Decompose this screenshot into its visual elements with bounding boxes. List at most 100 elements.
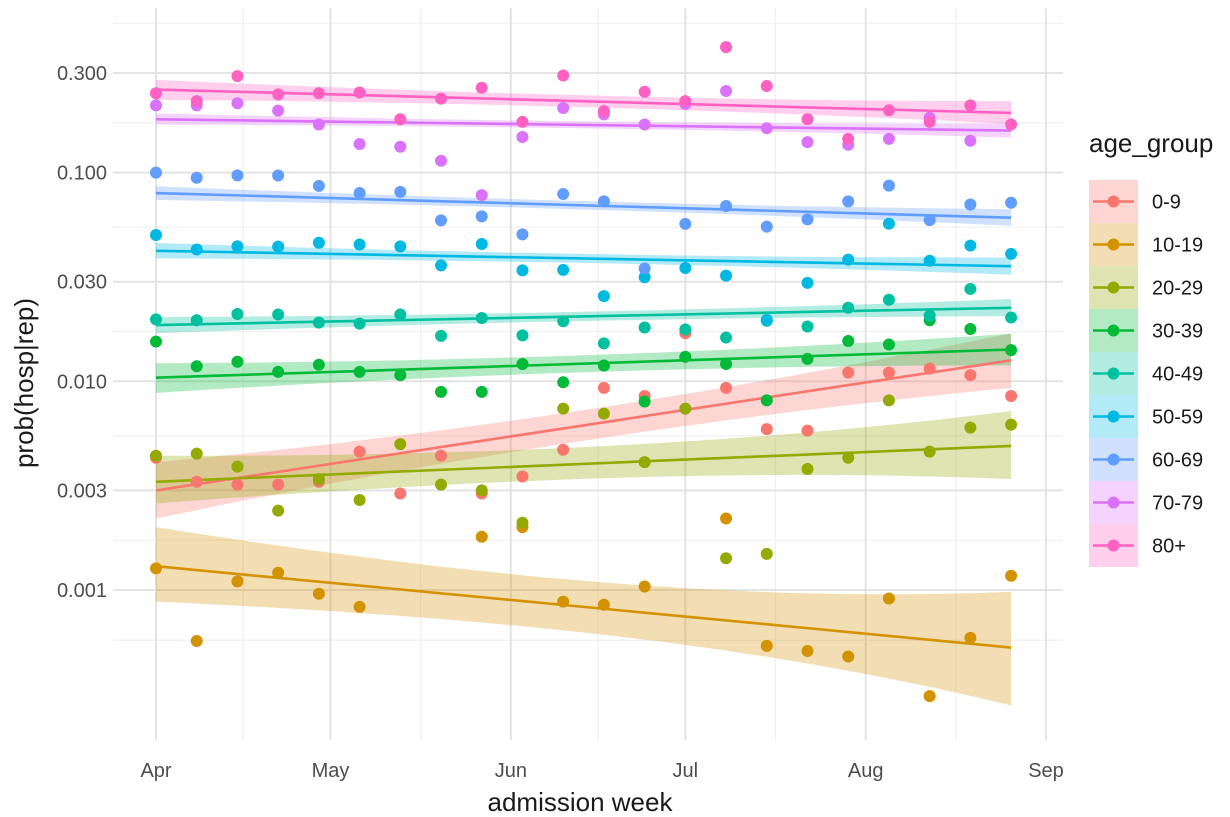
data-point-60-69 xyxy=(882,179,895,192)
data-point-40-49 xyxy=(842,301,855,314)
trend-line-20-29 xyxy=(155,444,1012,484)
data-point-60-69 xyxy=(679,217,692,230)
data-point-50-59 xyxy=(394,240,407,253)
legend-label-10-19: 10-19 xyxy=(1152,235,1203,257)
data-point-20-29 xyxy=(720,552,733,565)
data-point-40-49 xyxy=(150,313,162,326)
data-point-40-49 xyxy=(475,312,488,325)
legend: 0-9 10-19 20-29 30-39 40-49 50-59 60-69 70-79 80… xyxy=(1089,180,1203,567)
data-point-60-69 xyxy=(435,214,448,227)
data-point-80+ xyxy=(964,99,977,112)
y-tick-label: 0.100 xyxy=(57,163,107,185)
data-point-60-69 xyxy=(272,169,285,182)
data-point-40-49 xyxy=(231,308,244,321)
data-point-70-79 xyxy=(557,101,570,114)
data-point-40-49 xyxy=(190,314,203,327)
data-point-30-39 xyxy=(679,350,692,363)
data-point-40-49 xyxy=(679,323,692,336)
trend-line-40-49 xyxy=(155,306,1012,327)
data-point-10-19 xyxy=(964,631,977,644)
legend-label-30-39: 30-39 xyxy=(1152,321,1203,343)
legend-marker-40-49 xyxy=(1107,367,1120,380)
data-point-10-19 xyxy=(760,639,773,652)
data-point-60-69 xyxy=(964,198,977,211)
data-point-30-39 xyxy=(435,385,448,398)
data-point-50-59 xyxy=(597,290,610,303)
data-point-30-39 xyxy=(190,360,203,373)
data-point-30-39 xyxy=(231,355,244,368)
trend-line-60-69 xyxy=(155,191,1012,219)
data-point-70-79 xyxy=(720,84,733,97)
data-point-30-39 xyxy=(964,323,977,336)
data-point-50-59 xyxy=(679,261,692,274)
x-axis-title: admission week xyxy=(488,787,674,817)
confidence-band-10-19 xyxy=(156,527,1012,706)
y-axis-title: prob(hosp|rep) xyxy=(9,298,39,468)
data-point-60-69 xyxy=(190,171,203,184)
data-point-20-29 xyxy=(1005,418,1018,431)
data-point-80+ xyxy=(516,115,529,128)
data-point-30-39 xyxy=(394,369,407,382)
data-point-10-19 xyxy=(190,634,203,647)
data-point-40-49 xyxy=(435,329,448,342)
trend-line-30-39 xyxy=(155,348,1012,380)
trend-line-50-59 xyxy=(155,249,1012,268)
data-point-50-59 xyxy=(190,243,203,256)
data-point-0-9 xyxy=(353,445,366,458)
data-point-70-79 xyxy=(272,104,285,117)
data-point-20-29 xyxy=(475,484,488,497)
data-point-80+ xyxy=(394,113,407,126)
legend-label-70-79: 70-79 xyxy=(1152,493,1203,515)
data-point-0-9 xyxy=(190,475,203,488)
legend-marker-80+ xyxy=(1107,539,1120,552)
data-point-20-29 xyxy=(312,473,325,486)
x-tick-label: Sep xyxy=(1028,760,1064,782)
data-point-80+ xyxy=(923,115,936,128)
data-point-10-19 xyxy=(720,512,733,525)
data-point-20-29 xyxy=(801,462,814,475)
data-point-70-79 xyxy=(353,138,366,151)
data-point-50-59 xyxy=(720,269,733,282)
data-point-20-29 xyxy=(842,451,855,464)
data-point-20-29 xyxy=(435,478,448,491)
data-point-80+ xyxy=(475,81,488,94)
data-point-30-39 xyxy=(516,358,529,371)
data-point-20-29 xyxy=(190,447,203,460)
data-point-10-19 xyxy=(312,587,325,600)
trend-line-80+ xyxy=(155,88,1012,115)
data-point-30-39 xyxy=(882,338,895,351)
data-point-0-9 xyxy=(272,478,285,491)
data-point-10-19 xyxy=(597,598,610,611)
data-point-70-79 xyxy=(964,134,977,147)
data-point-60-69 xyxy=(150,166,162,179)
data-point-0-9 xyxy=(964,369,977,382)
data-point-30-39 xyxy=(842,334,855,347)
data-point-20-29 xyxy=(394,438,407,451)
data-point-20-29 xyxy=(882,394,895,407)
x-tick-label: Jul xyxy=(673,760,699,782)
data-point-80+ xyxy=(760,79,773,92)
data-point-40-49 xyxy=(312,316,325,329)
data-point-80+ xyxy=(597,105,610,118)
trend-line-0-9 xyxy=(155,359,1012,492)
data-point-10-19 xyxy=(353,600,366,613)
data-point-30-39 xyxy=(557,376,570,389)
data-point-50-59 xyxy=(475,237,488,250)
legend-marker-60-69 xyxy=(1107,453,1120,466)
data-point-20-29 xyxy=(557,402,570,415)
data-point-80+ xyxy=(882,104,895,117)
data-point-40-49 xyxy=(1005,311,1018,324)
data-point-60-69 xyxy=(312,179,325,192)
data-point-0-9 xyxy=(597,381,610,394)
data-point-30-39 xyxy=(150,335,162,348)
data-point-60-69 xyxy=(638,262,651,275)
data-point-60-69 xyxy=(1005,196,1018,209)
data-point-0-9 xyxy=(394,487,407,500)
x-tick-labels: Apr May Jun Jul Aug Sep xyxy=(140,760,1063,782)
data-point-50-59 xyxy=(435,259,448,272)
x-tick-label: May xyxy=(312,760,350,782)
data-point-70-79 xyxy=(638,118,651,131)
data-point-50-59 xyxy=(272,240,285,253)
data-point-50-59 xyxy=(760,313,773,326)
data-point-40-49 xyxy=(394,308,407,321)
